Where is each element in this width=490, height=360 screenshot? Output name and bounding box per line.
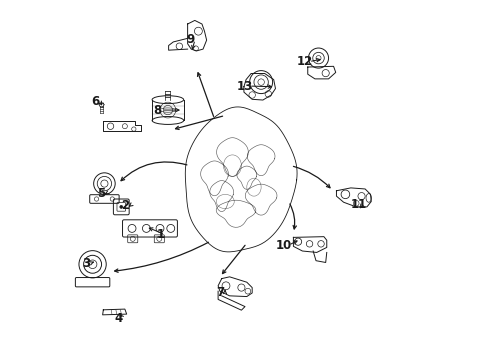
Text: 5: 5 [98,187,106,200]
Text: 11: 11 [350,198,367,211]
Text: 10: 10 [276,239,292,252]
Text: 9: 9 [187,33,195,46]
Text: 2: 2 [122,199,130,212]
Text: 4: 4 [115,312,123,325]
Text: 3: 3 [82,257,90,270]
Text: 12: 12 [296,55,313,68]
Text: 1: 1 [157,228,165,241]
Text: 6: 6 [91,95,99,108]
Text: 7: 7 [217,287,225,300]
Text: 13: 13 [237,80,253,93]
Text: 8: 8 [153,104,161,117]
Circle shape [120,206,122,208]
